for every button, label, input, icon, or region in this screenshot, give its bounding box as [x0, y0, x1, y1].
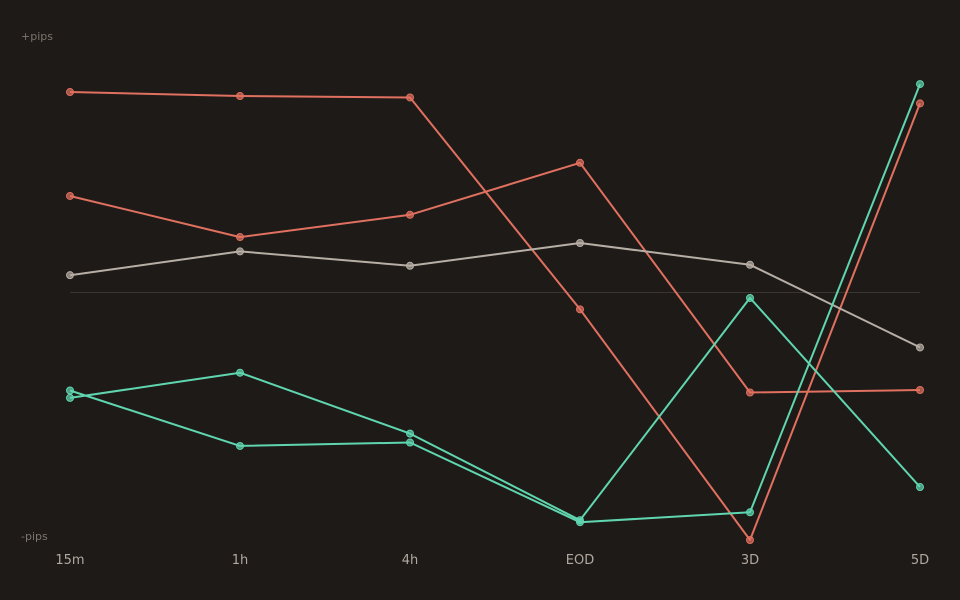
series-5-point-3D[interactable]	[746, 293, 754, 302]
series-3-line	[69, 242, 921, 349]
series-1-point-3D[interactable]	[746, 536, 754, 544]
series-4	[66, 80, 924, 527]
series-4-point-15m[interactable]	[66, 386, 74, 395]
x-axis-ticks: 15m 1h 4h EOD 3D 5D	[55, 553, 929, 568]
series-5-point-EOD[interactable]	[576, 516, 584, 525]
series-1	[66, 88, 924, 544]
series-1-point-5D[interactable]	[916, 99, 924, 108]
series-1-line	[69, 91, 921, 541]
series-3-point-3D[interactable]	[746, 260, 754, 269]
series-4-point-3D[interactable]	[746, 508, 754, 517]
x-tick-label: EOD	[566, 553, 594, 568]
series-4-point-1h[interactable]	[236, 441, 244, 450]
series-5	[66, 293, 924, 525]
x-tick-label: 1h	[232, 553, 249, 568]
series-3	[66, 239, 924, 352]
series-5-point-5D[interactable]	[916, 483, 924, 492]
series-2-point-15m[interactable]	[66, 191, 74, 200]
series-1-point-15m[interactable]	[66, 88, 74, 97]
series-2-line	[69, 161, 921, 394]
y-axis-top-label: +pips	[21, 30, 53, 43]
series-3-point-EOD[interactable]	[576, 239, 584, 247]
series-3-point-5D[interactable]	[916, 343, 924, 352]
y-axis-bottom-label: -pips	[21, 530, 48, 543]
series-group	[66, 80, 924, 544]
series-2-point-4h[interactable]	[406, 210, 414, 219]
x-tick-label: 5D	[911, 553, 929, 568]
series-2	[66, 158, 924, 397]
series-3-point-15m[interactable]	[66, 271, 74, 280]
series-3-point-4h[interactable]	[406, 261, 414, 270]
series-1-point-1h[interactable]	[236, 91, 244, 100]
series-4-point-4h[interactable]	[406, 438, 414, 447]
x-tick-label: 4h	[402, 553, 419, 568]
series-1-point-4h[interactable]	[406, 93, 414, 102]
series-4-line	[69, 83, 921, 524]
series-3-point-1h[interactable]	[236, 247, 244, 256]
series-5-line	[69, 296, 921, 522]
series-5-point-1h[interactable]	[236, 368, 244, 377]
series-2-point-1h[interactable]	[236, 233, 244, 242]
x-tick-label: 15m	[55, 553, 84, 568]
series-2-point-5D[interactable]	[916, 386, 924, 395]
series-2-point-3D[interactable]	[746, 388, 754, 397]
series-1-point-EOD[interactable]	[576, 305, 584, 314]
series-2-point-EOD[interactable]	[576, 158, 584, 167]
x-tick-label: 3D	[741, 553, 759, 568]
series-5-point-4h[interactable]	[406, 429, 414, 438]
series-5-point-15m[interactable]	[66, 393, 74, 402]
series-4-point-5D[interactable]	[916, 80, 924, 89]
